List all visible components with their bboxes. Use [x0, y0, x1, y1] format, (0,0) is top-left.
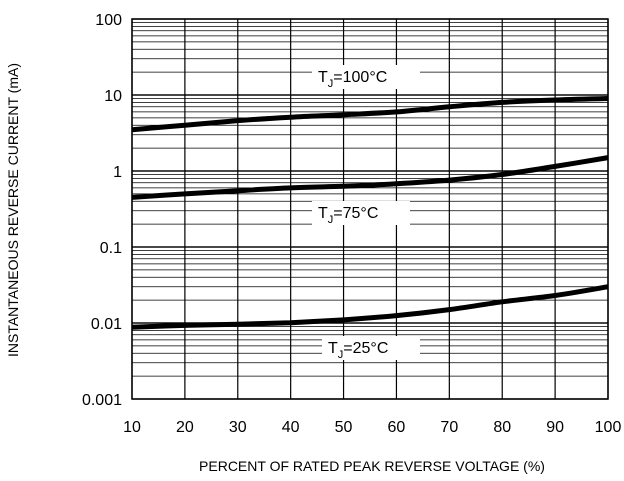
x-tick-label: 70	[440, 419, 458, 436]
y-tick-label: 0.1	[100, 240, 122, 257]
x-tick-label: 100	[595, 419, 622, 436]
y-tick-label: 0.001	[82, 392, 122, 409]
curve-label: TJ=75°C	[318, 205, 378, 226]
x-tick-label: 50	[335, 419, 353, 436]
series-line	[131, 155, 609, 200]
curve-label-background	[312, 201, 410, 225]
x-tick-label: 80	[493, 419, 511, 436]
y-tick-label: 1	[113, 164, 122, 181]
y-tick-label: 10	[104, 88, 122, 105]
x-axis-label: PERCENT OF RATED PEAK REVERSE VOLTAGE (%…	[199, 458, 545, 474]
curve-label-background	[312, 65, 420, 89]
x-tick-label: 40	[282, 419, 300, 436]
y-tick-labels: 100 10 1 0.1 0.01 0.001	[82, 12, 122, 409]
y-tick-label: 100	[95, 12, 122, 29]
series-line	[131, 284, 609, 330]
plot-frame	[131, 18, 609, 400]
x-tick-label: 20	[176, 419, 194, 436]
curve-labels: TJ=100°C TJ=75°C TJ=25°C	[312, 65, 420, 361]
x-tick-label: 10	[123, 419, 141, 436]
curve-label: TJ=25°C	[328, 340, 388, 361]
curve-label-background	[322, 336, 420, 360]
y-axis-label: INSTANTANEOUS REVERSE CURRENT (mA)	[5, 63, 21, 357]
series-line	[131, 96, 609, 133]
x-tick-label: 90	[546, 419, 564, 436]
curves	[131, 96, 609, 330]
y-tick-label: 0.01	[91, 316, 122, 333]
x-tick-label: 60	[388, 419, 406, 436]
x-tick-label: 30	[229, 419, 247, 436]
x-tick-labels: 10 20 30 40 50 60 70 80 90 100	[123, 419, 621, 436]
curve-label: TJ=100°C	[318, 69, 387, 90]
